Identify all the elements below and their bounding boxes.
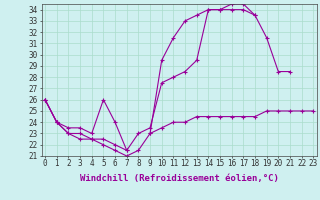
X-axis label: Windchill (Refroidissement éolien,°C): Windchill (Refroidissement éolien,°C) (80, 174, 279, 183)
